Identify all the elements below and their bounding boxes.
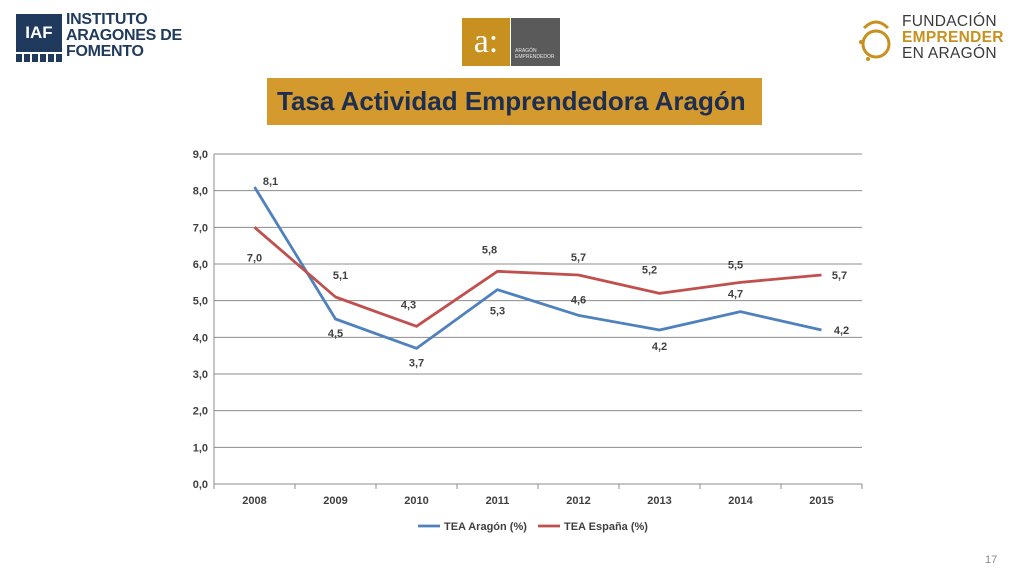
data-label: 4,7	[728, 289, 743, 301]
data-label: 5,2	[642, 264, 657, 276]
data-label: 4,2	[652, 341, 667, 353]
data-label: 5,3	[490, 306, 505, 318]
data-label: 4,5	[328, 328, 343, 340]
x-tick-label: 2012	[566, 495, 590, 507]
data-label: 5,7	[571, 252, 586, 264]
x-tick-label: 2010	[404, 495, 428, 507]
data-label: 5,7	[832, 270, 847, 282]
iaf-abbr: IAF	[16, 14, 62, 52]
y-tick-label: 8,0	[193, 186, 208, 198]
aragon-emprendedor-logo: a: ARAGÓN EMPRENDEDOR	[462, 18, 560, 66]
data-label: 4,3	[401, 299, 416, 311]
data-label: 7,0	[247, 252, 262, 264]
x-tick-label: 2011	[486, 495, 510, 507]
data-label: 8,1	[263, 176, 278, 188]
ae-line-1: ARAGÓN	[515, 48, 537, 54]
series-line-1	[253, 226, 822, 328]
y-tick-label: 4,0	[193, 332, 208, 344]
x-tick-label: 2013	[647, 495, 671, 507]
y-tick-label: 6,0	[193, 259, 208, 271]
chart-title: Tasa Actividad Emprendedora Aragón	[277, 86, 746, 116]
x-tick-label: 2014	[728, 495, 753, 507]
x-tick-label: 2008	[242, 495, 266, 507]
fe-line-1: FUNDACIÓN	[902, 13, 997, 30]
fe-line-2: EMPRENDER	[902, 29, 1004, 46]
x-tick-label: 2015	[809, 495, 833, 507]
data-label: 4,6	[571, 294, 586, 306]
ae-line-2: EMPRENDEDOR	[515, 54, 555, 60]
data-label: 4,2	[834, 325, 849, 337]
fundacion-logo: FUNDACIÓN EMPRENDER EN ARAGÓN	[856, 14, 1016, 66]
y-tick-label: 2,0	[193, 406, 208, 418]
fundacion-text: FUNDACIÓN EMPRENDER EN ARAGÓN	[902, 14, 1004, 62]
iaf-name: INSTITUTO ARAGONES DE FOMENTO	[66, 12, 182, 60]
y-tick-label: 5,0	[193, 296, 208, 308]
data-label: 5,5	[728, 259, 743, 271]
data-label: 5,1	[333, 270, 348, 282]
legend-label: TEA España (%)	[564, 521, 648, 533]
page-number: 17	[985, 554, 998, 566]
series-line-0	[253, 186, 822, 350]
fe-line-3: EN ARAGÓN	[902, 45, 997, 62]
legend-label: TEA Aragón (%)	[444, 521, 527, 533]
ae-text: ARAGÓN EMPRENDEDOR	[511, 18, 560, 66]
iaf-stripes	[16, 54, 62, 62]
x-tick-label: 2009	[323, 495, 347, 507]
iaf-logo: IAF INSTITUTO ARAGONES DE FOMENTO	[16, 12, 191, 64]
data-label: 3,7	[409, 357, 424, 369]
iaf-line-3: FOMENTO	[66, 43, 144, 60]
y-tick-label: 3,0	[193, 369, 208, 381]
y-tick-label: 0,0	[193, 479, 208, 491]
y-tick-label: 9,0	[193, 149, 208, 161]
chart-title-box: Tasa Actividad Emprendedora Aragón	[267, 78, 762, 125]
y-tick-label: 7,0	[193, 222, 208, 234]
y-tick-label: 1,0	[193, 442, 208, 454]
fundacion-mark-icon	[859, 20, 891, 61]
iaf-line-1: INSTITUTO	[66, 11, 148, 28]
iaf-line-2: ARAGONES DE	[66, 27, 182, 44]
data-label: 5,8	[482, 244, 497, 256]
ae-mark: a:	[462, 18, 510, 66]
